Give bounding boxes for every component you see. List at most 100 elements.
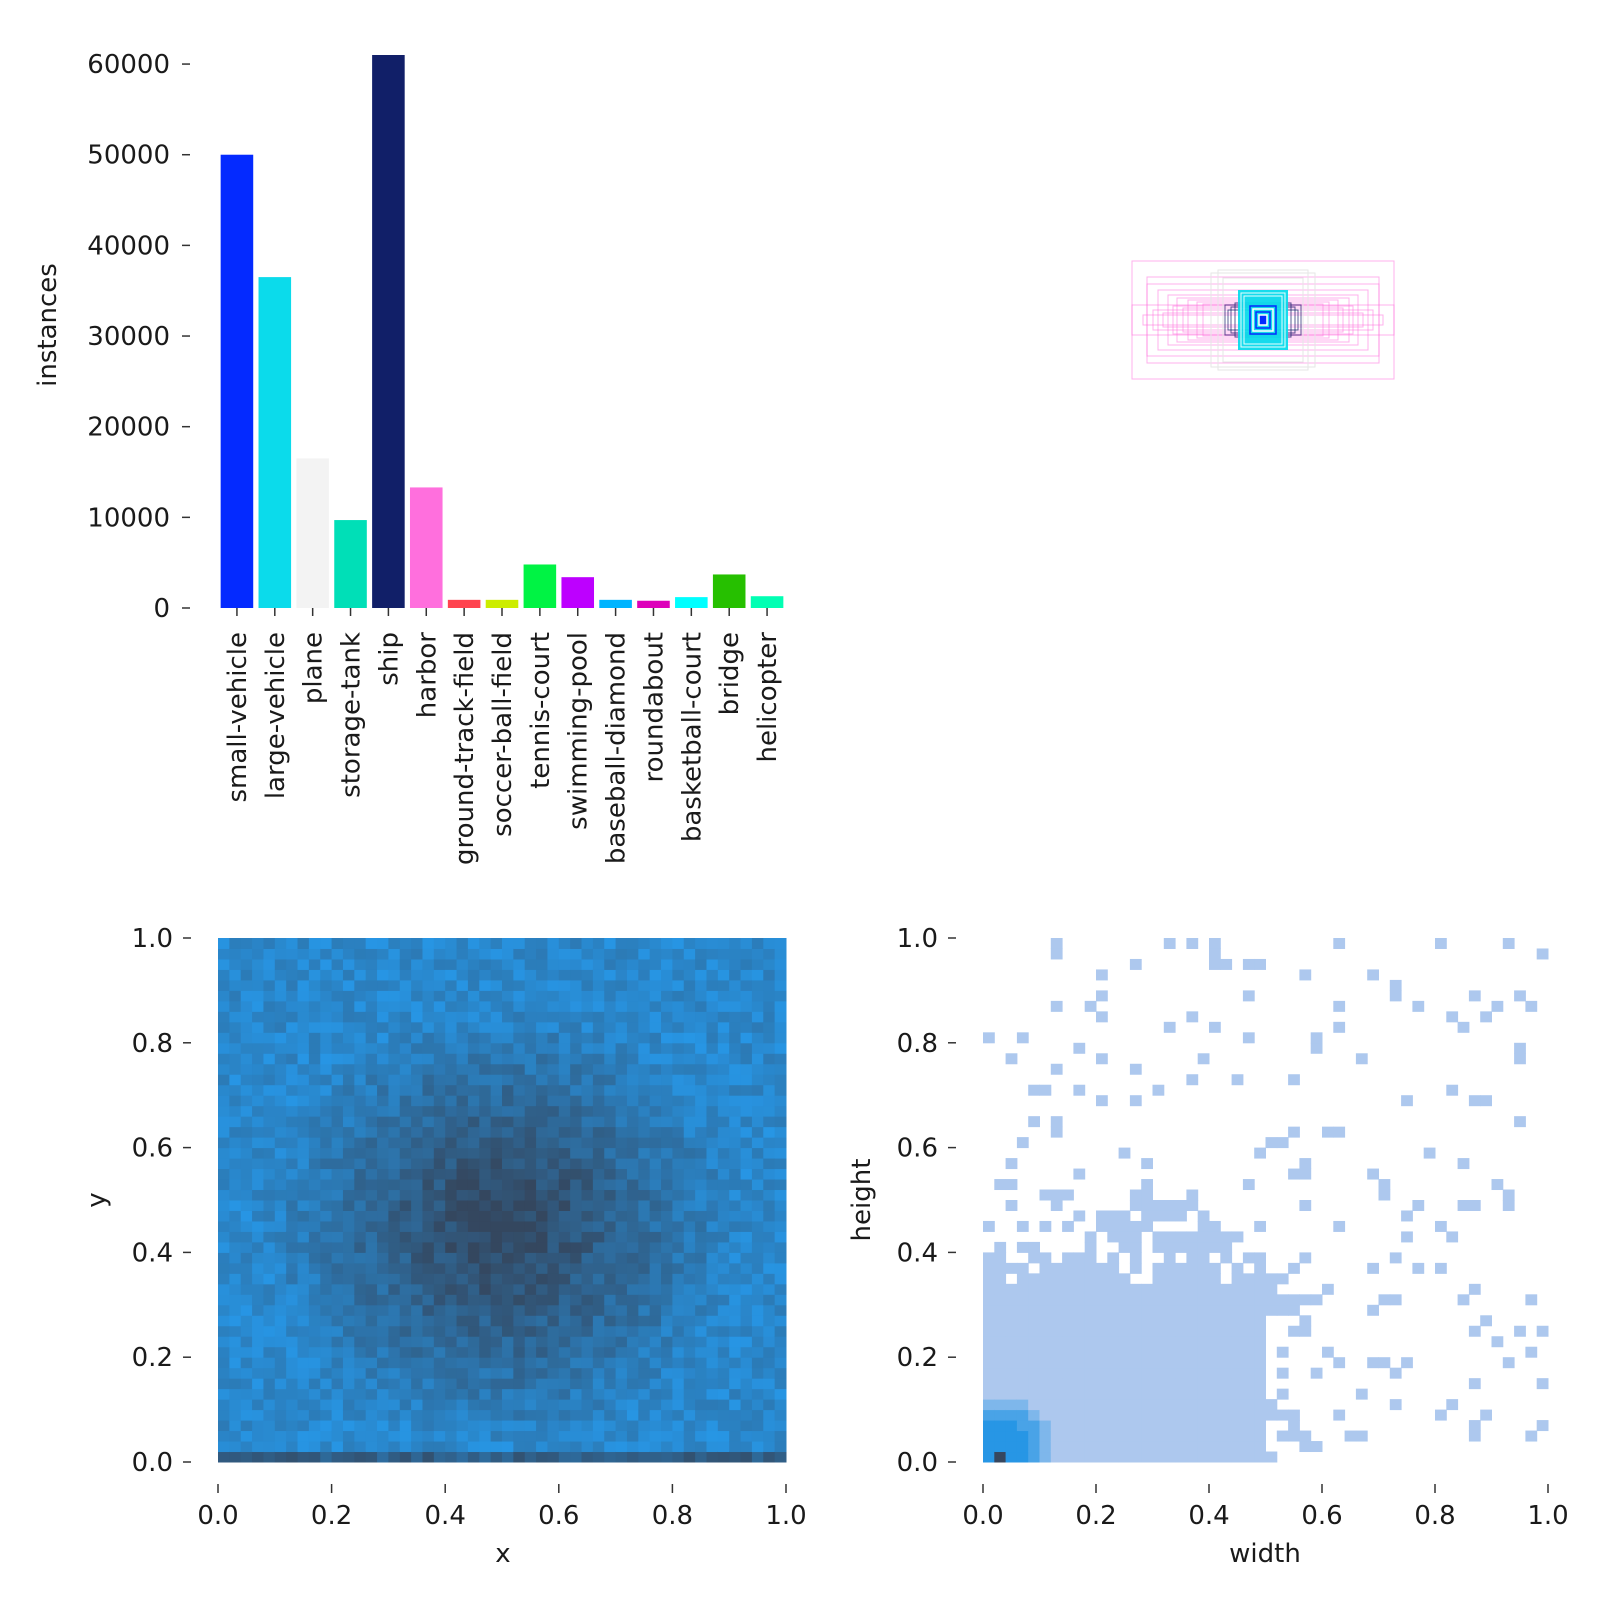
heat-cell xyxy=(740,1126,753,1138)
heat-cell xyxy=(263,1346,276,1358)
heat-cell xyxy=(456,1357,469,1369)
heat-cell xyxy=(570,969,583,981)
heat-cell xyxy=(570,1346,583,1358)
heat-cell xyxy=(1254,1315,1266,1327)
heat-cell xyxy=(411,1168,423,1180)
heat-cell xyxy=(774,1420,787,1432)
heat-cell xyxy=(252,1053,264,1065)
heat-cell xyxy=(1039,1420,1052,1432)
heat-cell xyxy=(1050,1336,1063,1348)
heat-cell xyxy=(1096,1325,1108,1337)
bar-helicopter xyxy=(750,596,784,608)
heat-cell xyxy=(502,1168,514,1180)
heat-cell xyxy=(433,1420,446,1432)
heat-cell xyxy=(479,979,492,991)
heat-cell xyxy=(706,1095,719,1107)
heat-cell xyxy=(649,1011,662,1023)
heat-cell xyxy=(695,1137,707,1149)
heat-cell xyxy=(763,1189,776,1201)
heat-cell xyxy=(342,1273,355,1285)
heat-cell xyxy=(286,1137,299,1149)
heat-cell xyxy=(740,1179,753,1191)
heat-cell xyxy=(695,1336,707,1348)
heat-cell xyxy=(1062,1430,1074,1442)
box-overlay-panel xyxy=(1131,260,1395,380)
heat-cell xyxy=(479,958,492,970)
heat-cell xyxy=(717,1336,730,1348)
heat-cell xyxy=(1502,1357,1515,1369)
heat-cell xyxy=(1231,1367,1244,1379)
heat-cell xyxy=(626,990,639,1002)
heat-cell xyxy=(320,1420,333,1432)
heat-cell xyxy=(433,1388,446,1400)
heat-cell xyxy=(1050,1200,1063,1211)
heat-cell xyxy=(1231,1294,1244,1306)
heat-cell xyxy=(570,1420,583,1432)
heat-cell xyxy=(1468,1378,1481,1390)
heat-cell xyxy=(456,1346,469,1358)
heat-cell xyxy=(604,1409,617,1421)
heat-cell xyxy=(388,1179,401,1191)
heat-cell xyxy=(502,1021,514,1033)
heat-cell xyxy=(661,1378,673,1390)
heat-cell xyxy=(445,1158,458,1170)
bar-roundabout xyxy=(637,600,670,608)
heat-cell xyxy=(683,1283,696,1295)
heat-cell xyxy=(1073,1084,1086,1096)
heat-cell xyxy=(1005,1399,1018,1411)
heat-cell xyxy=(297,1220,310,1232)
heat-cell xyxy=(1446,1011,1459,1023)
heat-cell xyxy=(320,1336,333,1348)
heat-cell xyxy=(774,1116,787,1128)
heat-cell xyxy=(1514,1325,1526,1337)
heat-cell xyxy=(297,1283,310,1295)
heat-cell xyxy=(570,1000,583,1012)
heat-cell xyxy=(433,1399,446,1411)
heat-cell xyxy=(536,1304,548,1316)
heat-cell xyxy=(1333,1220,1346,1232)
heat-cell xyxy=(490,1053,503,1065)
heat-cell xyxy=(570,1063,583,1075)
heat-cell xyxy=(308,1357,321,1369)
heat-cell xyxy=(1163,1346,1176,1358)
heat-cell xyxy=(286,1294,299,1306)
heat-cell xyxy=(1141,1315,1153,1327)
heat-cell xyxy=(1129,1409,1142,1421)
heat-cell xyxy=(218,1105,230,1117)
heat-cell xyxy=(626,1252,639,1264)
heat-cell xyxy=(445,1105,458,1117)
heat-cell xyxy=(1141,1158,1153,1170)
heat-cell xyxy=(683,1420,696,1432)
heat-cell xyxy=(467,1399,480,1411)
heat-cell xyxy=(695,1158,707,1170)
y-tick-label: 0.0 xyxy=(897,1448,938,1478)
x-tick-label-plane: plane xyxy=(299,632,329,704)
heat-cell xyxy=(422,958,435,970)
heat-cell xyxy=(524,948,537,960)
heat-cell xyxy=(286,958,299,970)
heat-cell xyxy=(1186,1189,1199,1201)
heat-cell xyxy=(1288,1304,1300,1316)
heat-cell xyxy=(581,958,594,970)
heat-cell xyxy=(229,1283,242,1295)
heat-cell xyxy=(1288,1430,1300,1442)
heat-cell xyxy=(729,948,742,960)
heat-cell xyxy=(1231,1273,1244,1285)
heat-cell xyxy=(763,1084,776,1096)
heat-cell xyxy=(433,990,446,1002)
heat-cell xyxy=(547,1294,560,1306)
heat-cell xyxy=(342,958,355,970)
heat-cell xyxy=(411,1053,423,1065)
heat-cell xyxy=(286,1252,299,1264)
heat-cell xyxy=(354,1357,367,1369)
heat-cell xyxy=(377,1283,389,1295)
heat-cell xyxy=(331,1179,344,1191)
heat-cell xyxy=(729,1231,742,1243)
heat-cell xyxy=(411,1262,423,1274)
heat-cell xyxy=(445,1116,458,1128)
heat-cell xyxy=(399,1084,412,1096)
heat-cell xyxy=(1039,1451,1052,1463)
heat-cell xyxy=(1197,1262,1210,1274)
heat-cell xyxy=(218,1210,230,1222)
heat-cell xyxy=(570,1074,583,1086)
